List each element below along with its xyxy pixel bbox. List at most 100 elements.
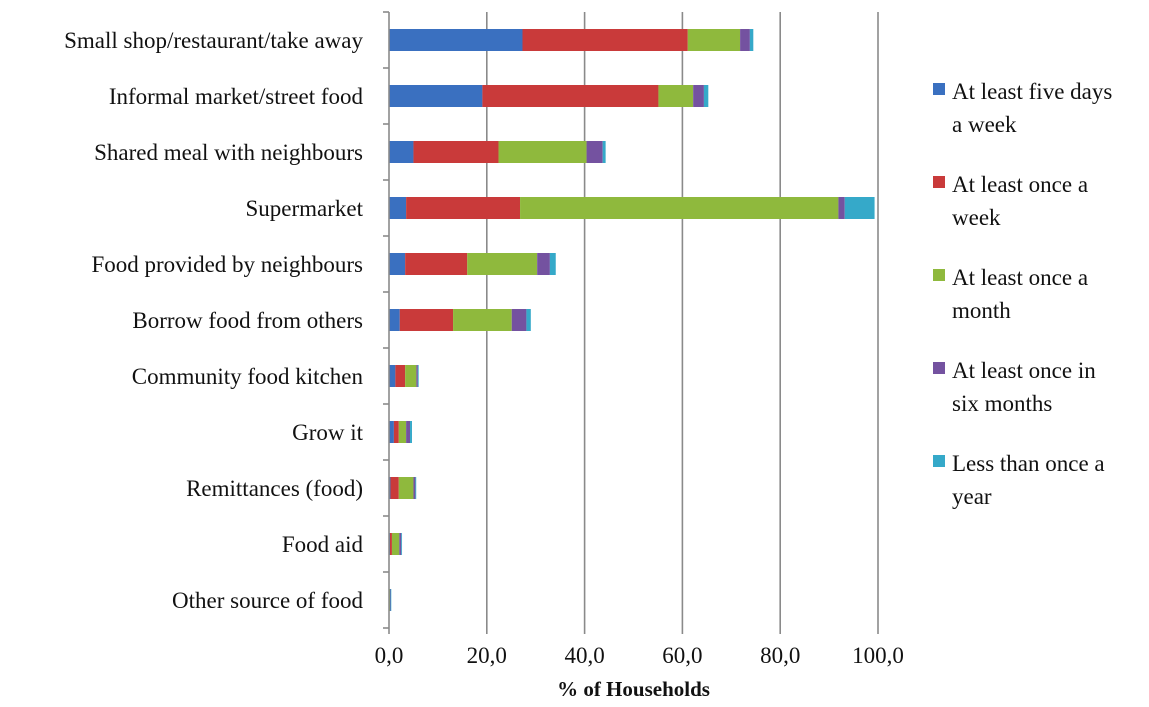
bar-segment-supermarket-less-than-once-a-year	[844, 197, 875, 219]
category-label-small-shop-restaurant-take-away: Small shop/restaurant/take away	[64, 28, 363, 53]
legend-swatch	[933, 83, 945, 95]
bar-segment-grow-it-less-than-once-a-year	[410, 421, 412, 443]
bar-stacks	[389, 29, 875, 611]
bar-segment-shared-meal-with-neighbours-at-least-once-a-month	[498, 141, 587, 163]
legend-label: At least five days a week	[952, 79, 1112, 137]
bar-segment-food-provided-by-neighbours-at-least-once-in-six-months	[537, 253, 550, 275]
bar-segment-community-food-kitchen-at-least-once-in-six-months	[416, 365, 418, 387]
category-label-remittances-food: Remittances (food)	[186, 476, 363, 501]
bar-segment-shared-meal-with-neighbours-at-least-once-a-week	[413, 141, 499, 163]
x-tick-labels: 0,0 20,0 40,0 60,0 80,0 100,0	[375, 643, 904, 668]
bar-segment-supermarket-at-least-once-in-six-months	[838, 197, 845, 219]
category-label-community-food-kitchen: Community food kitchen	[132, 364, 364, 389]
category-label-other-source-of-food: Other source of food	[172, 588, 363, 613]
bar-segment-shared-meal-with-neighbours-at-least-five-days-a-week	[389, 141, 414, 163]
legend-item-at-least-once-in-six-months: At least once in six months	[933, 358, 1096, 416]
x-tick-label-1: 20,0	[467, 643, 507, 668]
bar-segment-remittances-food-at-least-once-in-six-months	[413, 477, 416, 499]
bar-segment-community-food-kitchen-less-than-once-a-year	[417, 365, 419, 387]
bar-segment-community-food-kitchen-at-least-once-a-week	[395, 365, 406, 387]
x-tick-label-2: 40,0	[564, 643, 604, 668]
bar-segment-community-food-kitchen-at-least-five-days-a-week	[389, 365, 396, 387]
category-labels: Small shop/restaurant/take away Informal …	[64, 28, 364, 613]
bar-stack-community-food-kitchen	[389, 365, 419, 387]
legend-label-line: At least once a	[952, 265, 1088, 290]
bar-stack-grow-it	[389, 421, 412, 443]
bar-stack-food-aid	[389, 533, 403, 555]
legend-label-line: Less than once a	[952, 451, 1105, 476]
legend: At least five days a week At least once a w…	[933, 79, 1112, 509]
axes	[383, 11, 879, 634]
legend-label: Less than once a year	[952, 451, 1105, 509]
bar-segment-informal-market-street-food-at-least-once-a-week	[482, 85, 659, 107]
bar-segment-remittances-food-at-least-once-a-month	[398, 477, 414, 499]
bar-segment-grow-it-at-least-once-a-month	[398, 421, 407, 443]
legend-label-line: At least once a	[952, 172, 1088, 197]
bar-segment-borrow-food-from-others-at-least-once-a-week	[399, 309, 454, 331]
bar-segment-grow-it-at-least-once-in-six-months	[406, 421, 411, 443]
legend-label: At least once a month	[952, 265, 1088, 323]
x-axis-title: % of Households	[557, 677, 710, 701]
bar-segment-food-aid-less-than-once-a-year	[401, 533, 403, 555]
bar-segment-remittances-food-less-than-once-a-year	[415, 477, 417, 499]
legend-label-line: At least once in	[952, 358, 1096, 383]
legend-label-line: week	[952, 205, 1001, 230]
category-label-informal-market-street-food: Informal market/street food	[109, 84, 364, 109]
legend-swatch	[933, 176, 945, 188]
bar-segment-supermarket-at-least-five-days-a-week	[389, 197, 407, 219]
bar-segment-small-shop-restaurant-take-away-at-least-once-a-week	[522, 29, 688, 51]
bar-segment-food-aid-at-least-once-a-week	[389, 533, 392, 555]
category-label-food-aid: Food aid	[282, 532, 364, 557]
bar-segment-food-provided-by-neighbours-less-than-once-a-year	[549, 253, 556, 275]
bar-segment-food-provided-by-neighbours-at-least-five-days-a-week	[389, 253, 406, 275]
legend-label-line: a week	[952, 112, 1017, 137]
legend-label-line: six months	[952, 391, 1052, 416]
bar-segment-informal-market-street-food-less-than-once-a-year	[703, 85, 709, 107]
legend-item-less-than-once-a-year: Less than once a year	[933, 451, 1105, 509]
bar-segment-small-shop-restaurant-take-away-at-least-five-days-a-week	[389, 29, 523, 51]
x-tick-label-4: 80,0	[760, 643, 800, 668]
bar-segment-borrow-food-from-others-less-than-once-a-year	[526, 309, 531, 331]
legend-swatch	[933, 362, 945, 374]
gridlines	[485, 12, 879, 628]
bar-segment-informal-market-street-food-at-least-five-days-a-week	[389, 85, 483, 107]
legend-swatch	[933, 455, 945, 467]
legend-label: At least once in six months	[952, 358, 1096, 416]
bar-segment-supermarket-at-least-once-a-week	[406, 197, 521, 219]
legend-item-at-least-five-days-a-week: At least five days a week	[933, 79, 1112, 137]
legend-label-line: At least five days	[952, 79, 1112, 104]
bar-segment-informal-market-street-food-at-least-once-a-month	[658, 85, 694, 107]
bar-segment-grow-it-at-least-once-a-week	[393, 421, 399, 443]
bar-segment-borrow-food-from-others-at-least-once-a-month	[453, 309, 512, 331]
bar-segment-small-shop-restaurant-take-away-at-least-once-in-six-months	[740, 29, 750, 51]
category-label-shared-meal-with-neighbours: Shared meal with neighbours	[94, 140, 363, 165]
category-label-borrow-food-from-others: Borrow food from others	[132, 308, 363, 333]
x-tick-label-0: 0,0	[375, 643, 404, 668]
bar-segment-small-shop-restaurant-take-away-less-than-once-a-year	[749, 29, 754, 51]
bar-stack-supermarket	[389, 197, 875, 219]
legend-label-line: year	[952, 484, 992, 509]
x-tick-label-3: 60,0	[662, 643, 702, 668]
bar-stack-borrow-food-from-others	[389, 309, 531, 331]
bar-segment-food-provided-by-neighbours-at-least-once-a-month	[467, 253, 538, 275]
bar-segment-community-food-kitchen-at-least-once-a-month	[405, 365, 417, 387]
legend-item-at-least-once-a-month: At least once a month	[933, 265, 1088, 323]
legend-label-line: month	[952, 298, 1011, 323]
bar-segment-food-provided-by-neighbours-at-least-once-a-week	[405, 253, 468, 275]
bar-segment-other-source-of-food-at-least-once-in-six-months	[389, 589, 391, 611]
bar-segment-borrow-food-from-others-at-least-five-days-a-week	[389, 309, 400, 331]
bar-stack-informal-market-street-food	[389, 85, 709, 107]
bar-segment-food-aid-at-least-once-a-month	[391, 533, 400, 555]
legend-item-at-least-once-a-week: At least once a week	[933, 172, 1088, 230]
bar-segment-shared-meal-with-neighbours-at-least-once-in-six-months	[586, 141, 603, 163]
bar-segment-shared-meal-with-neighbours-less-than-once-a-year	[602, 141, 606, 163]
bar-segment-grow-it-at-least-five-days-a-week	[389, 421, 394, 443]
bar-segment-remittances-food-at-least-once-a-week	[390, 477, 399, 499]
category-label-supermarket: Supermarket	[245, 196, 363, 221]
bar-segment-other-source-of-food-less-than-once-a-year	[390, 589, 392, 611]
legend-swatch	[933, 269, 945, 281]
bar-stack-shared-meal-with-neighbours	[389, 141, 606, 163]
legend-label: At least once a week	[952, 172, 1088, 230]
